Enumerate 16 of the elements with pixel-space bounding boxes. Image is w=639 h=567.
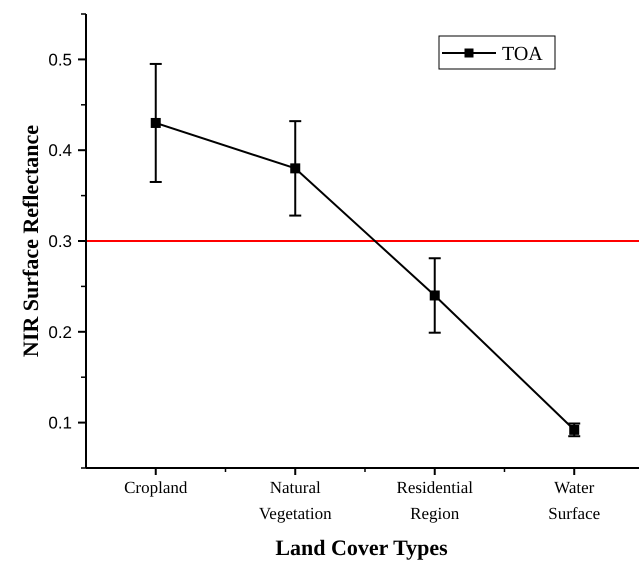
x-tick-label: Natural Vegetation [258,478,332,523]
x-tick-label: Residential Region [396,478,474,523]
point [150,118,161,128]
point [290,163,300,174]
y-tick-label: 0.1 [48,414,72,433]
y-axis-title: NIR Surface Reflectance [18,124,43,358]
x-tick-label: Water Surface [548,478,600,523]
y-tick-label: 0.2 [48,322,72,342]
y-tick-label: 0.4 [48,141,72,160]
legend-label: TOA [502,43,544,65]
point [430,290,440,300]
x-tick-label: Cropland [124,478,188,497]
y-tick-label: 0.5 [48,50,72,70]
y-tick-label: 0.3 [48,232,72,251]
point [569,424,580,435]
x-axis-title: Land Cover Types [275,535,448,560]
